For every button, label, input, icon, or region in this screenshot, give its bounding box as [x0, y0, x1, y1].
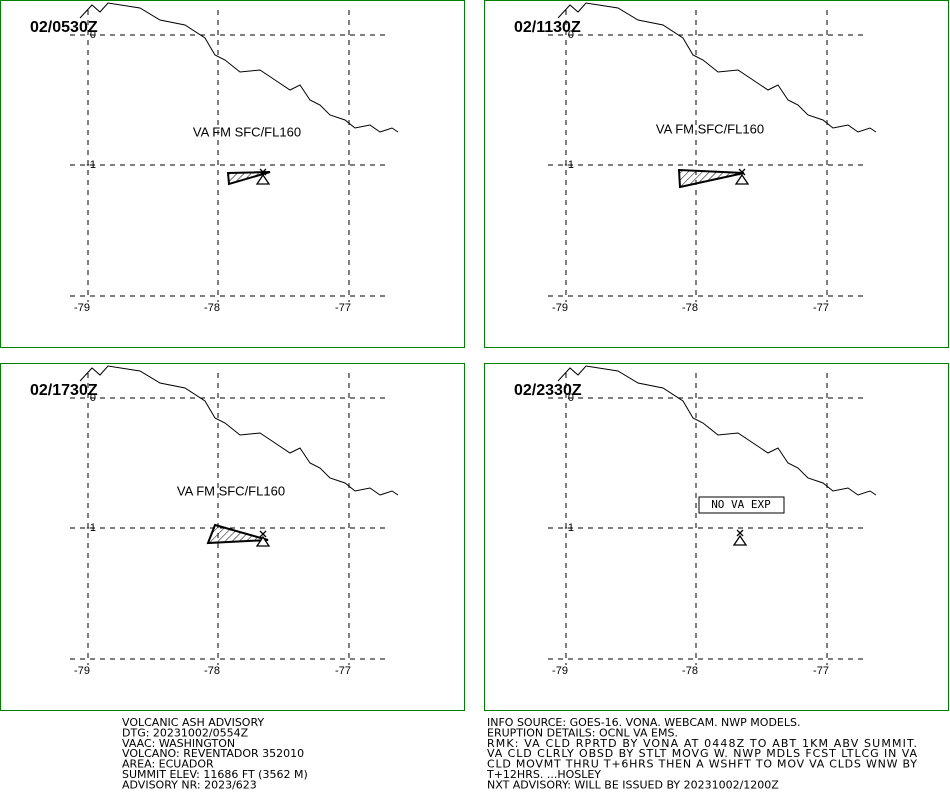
label-box [698, 496, 785, 514]
x-tick-label: -78 [204, 665, 220, 677]
advisory-line: AREA: ECUADOR [122, 758, 214, 771]
x-tick-label: -79 [74, 302, 90, 314]
panel-time: 02/0530Z [30, 19, 98, 36]
map-content: -79 -78 -77 0 -1 VA FM SFC/FL160 [548, 2, 877, 314]
advisory-line: T+12HRS. ...HOSLEY [486, 768, 601, 781]
map-panel: -79 -78 -77 0 -1 VA FM SFC/FL160 02/0530Z [0, 0, 465, 348]
advisory-line: NXT ADVISORY: WILL BE ISSUED BY 20231002… [487, 778, 779, 791]
map-content: -79 -78 -77 0 -1 NO VA EXP [548, 365, 877, 677]
advisory-line: CLD MOVMT THRU T+6HRS THEN A WSHFT TO MO… [487, 758, 917, 771]
map-panel: -79 -78 -77 0 -1 NO VA EXP 02/2330Z [484, 363, 949, 711]
advisory-line: DTG: 20231002/0554Z [122, 726, 249, 739]
advisory-line: VA CLD CLRLY OBSD BY STLT MOVG W. NWP MD… [487, 747, 917, 760]
volcano-marker [732, 529, 748, 546]
advisory-line: INFO SOURCE: GOES-16. VONA. WEBCAM. NWP … [487, 716, 800, 729]
ash-area [206, 523, 269, 545]
panel-border [0, 363, 465, 711]
x-tick-label: -78 [682, 302, 698, 314]
map-panel: -79 -78 -77 0 -1 VA FM SFC/FL160 02/1730Z [0, 363, 465, 711]
x-tick-label: -77 [813, 302, 829, 314]
advisory-line: VAAC: WASHINGTON [122, 737, 235, 750]
y-tick-label: -1 [564, 159, 574, 171]
coastline [557, 2, 877, 133]
volcano-marker [255, 168, 271, 185]
panel-label: NO VA EXP [711, 498, 771, 511]
panel-border [484, 0, 949, 348]
panel-time: 02/1730Z [30, 382, 98, 399]
y-tick-label: -1 [86, 159, 96, 171]
advisory-line: VOLCANO: REVENTADOR 352010 [122, 747, 304, 760]
x-tick-label: -77 [813, 665, 829, 677]
coastline [79, 2, 399, 133]
advisory-line: VOLCANIC ASH ADVISORY [122, 716, 264, 729]
panel-time: 02/2330Z [514, 382, 582, 399]
x-tick-label: -77 [335, 302, 351, 314]
y-tick-label: 0 [90, 392, 96, 404]
x-tick-label: -78 [682, 665, 698, 677]
map-content: -79 -78 -77 0 -1 VA FM SFC/FL160 [70, 2, 399, 314]
y-tick-label: 0 [90, 29, 96, 41]
map-content: -79 -78 -77 0 -1 VA FM SFC/FL160 [70, 365, 399, 677]
coastline [79, 365, 399, 496]
x-tick-label: -79 [552, 665, 568, 677]
x-tick-label: -78 [204, 302, 220, 314]
advisory-line: ADVISORY NR: 2023/623 [122, 778, 257, 791]
x-tick-label: -79 [74, 665, 90, 677]
volcano-marker [734, 168, 750, 185]
map-panel: -79 -78 -77 0 -1 VA FM SFC/FL160 02/1130Z [484, 0, 949, 348]
y-tick-label: 0 [568, 392, 574, 404]
ash-area [226, 171, 271, 186]
panel-label: VA FM SFC/FL160 [177, 483, 285, 498]
panel-time: 02/1130Z [514, 19, 581, 36]
advisory-line: RMK: VA CLD RPRTD BY VONA AT 0448Z TO AB… [487, 737, 917, 750]
advisory-line: ERUPTION DETAILS: OCNL VA EMS. [487, 726, 678, 739]
x-tick-label: -79 [552, 302, 568, 314]
y-tick-label: 0 [568, 29, 574, 41]
y-tick-label: -1 [86, 522, 96, 534]
panel-border [0, 0, 465, 348]
ash-area [677, 168, 745, 189]
panel-label: VA FM SFC/FL160 [193, 124, 301, 139]
panel-border [484, 363, 949, 711]
panel-label: VA FM SFC/FL160 [656, 121, 764, 136]
advisory-line: SUMMIT ELEV: 11686 FT (3562 M) [122, 768, 308, 781]
y-tick-label: -1 [564, 522, 574, 534]
coastline [557, 365, 877, 496]
volcano-marker [255, 530, 271, 547]
x-tick-label: -77 [335, 665, 351, 677]
